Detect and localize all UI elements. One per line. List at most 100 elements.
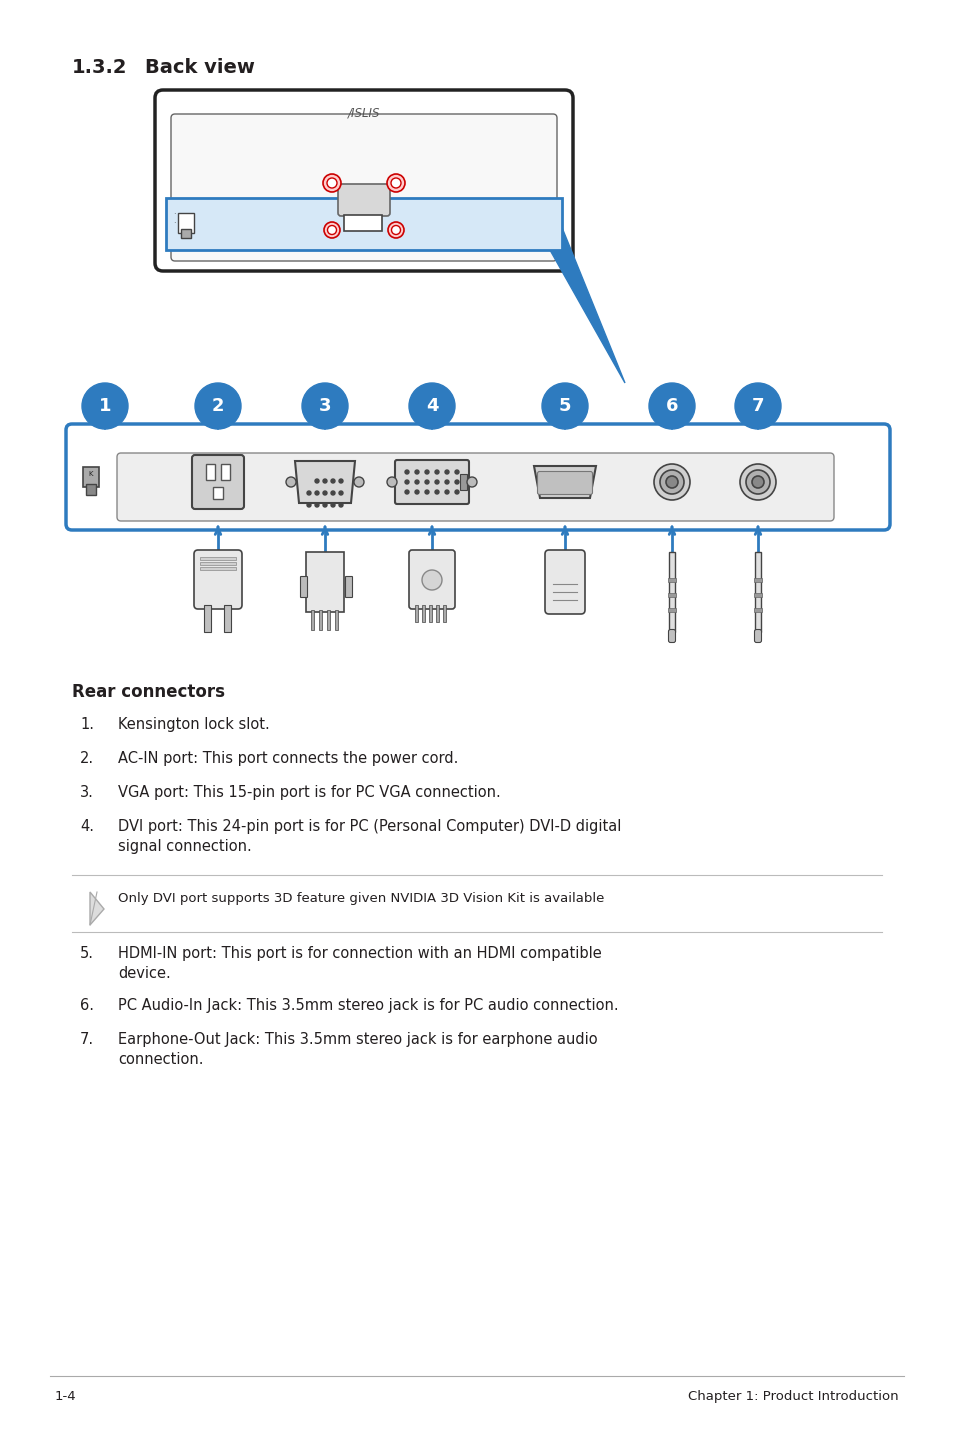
Bar xyxy=(224,605,231,631)
Bar xyxy=(213,487,223,499)
Text: AC-IN port: This port connects the power cord.: AC-IN port: This port connects the power… xyxy=(118,751,457,766)
Bar xyxy=(221,464,230,480)
Circle shape xyxy=(323,174,340,193)
Circle shape xyxy=(751,476,763,487)
Circle shape xyxy=(405,470,409,475)
Circle shape xyxy=(455,480,458,485)
FancyBboxPatch shape xyxy=(409,549,455,610)
Circle shape xyxy=(302,383,348,429)
Text: ⇆: ⇆ xyxy=(665,449,678,463)
Circle shape xyxy=(307,503,311,508)
Circle shape xyxy=(435,480,438,485)
Circle shape xyxy=(444,480,449,485)
Text: 2.: 2. xyxy=(80,751,94,766)
Text: 6: 6 xyxy=(665,397,678,416)
Text: /ISLIS: /ISLIS xyxy=(348,106,380,119)
Circle shape xyxy=(444,470,449,475)
Circle shape xyxy=(421,569,441,590)
FancyBboxPatch shape xyxy=(193,549,242,610)
Bar xyxy=(667,608,676,613)
Circle shape xyxy=(354,477,364,487)
Circle shape xyxy=(323,503,327,508)
Circle shape xyxy=(455,490,458,495)
FancyBboxPatch shape xyxy=(337,184,390,216)
FancyBboxPatch shape xyxy=(754,630,760,643)
Text: 5.: 5. xyxy=(80,946,94,961)
Circle shape xyxy=(387,477,396,487)
Circle shape xyxy=(388,221,403,239)
Text: PC Audio-In Jack: This 3.5mm stereo jack is for PC audio connection.: PC Audio-In Jack: This 3.5mm stereo jack… xyxy=(118,998,618,1012)
Circle shape xyxy=(740,464,775,500)
Text: K: K xyxy=(89,472,93,477)
Bar xyxy=(668,552,675,631)
Circle shape xyxy=(323,490,327,495)
Bar xyxy=(667,578,676,582)
Circle shape xyxy=(415,490,418,495)
Bar xyxy=(204,605,211,631)
Text: 1.: 1. xyxy=(80,718,94,732)
Circle shape xyxy=(424,470,429,475)
Text: 6.: 6. xyxy=(80,998,94,1012)
Bar xyxy=(335,610,337,630)
Circle shape xyxy=(409,383,455,429)
Circle shape xyxy=(455,470,458,475)
Circle shape xyxy=(435,490,438,495)
FancyBboxPatch shape xyxy=(668,630,675,643)
Text: Chapter 1: Product Introduction: Chapter 1: Product Introduction xyxy=(688,1391,898,1403)
Circle shape xyxy=(314,503,318,508)
FancyBboxPatch shape xyxy=(300,577,307,598)
Circle shape xyxy=(467,477,476,487)
Text: 1.3.2: 1.3.2 xyxy=(71,58,128,78)
Circle shape xyxy=(405,480,409,485)
Circle shape xyxy=(82,383,128,429)
Text: 1: 1 xyxy=(99,397,112,416)
Text: Back view: Back view xyxy=(145,58,254,78)
FancyBboxPatch shape xyxy=(537,472,592,495)
FancyBboxPatch shape xyxy=(154,91,573,270)
Text: Only DVI port supports 3D feature given NVIDIA 3D Vision Kit is available: Only DVI port supports 3D feature given … xyxy=(118,892,604,905)
Bar xyxy=(415,605,417,623)
Text: 1-4: 1-4 xyxy=(55,1391,76,1403)
Text: DVI port: This 24-pin port is for PC (Personal Computer) DVI-D digital
signal co: DVI port: This 24-pin port is for PC (Pe… xyxy=(118,820,620,854)
Bar xyxy=(344,216,381,232)
Bar xyxy=(200,567,235,569)
FancyBboxPatch shape xyxy=(544,549,584,614)
Circle shape xyxy=(444,490,449,495)
Circle shape xyxy=(324,221,339,239)
Bar xyxy=(83,467,99,487)
Text: 3: 3 xyxy=(318,397,331,416)
Text: 2: 2 xyxy=(212,397,224,416)
FancyBboxPatch shape xyxy=(117,453,833,521)
Bar xyxy=(324,206,403,219)
Bar xyxy=(86,485,96,495)
Text: 4.: 4. xyxy=(80,820,94,834)
Circle shape xyxy=(327,226,336,234)
Text: HDMI-IN port: This port is for connection with an HDMI compatible
device.: HDMI-IN port: This port is for connectio… xyxy=(118,946,601,981)
Bar xyxy=(166,198,561,250)
FancyBboxPatch shape xyxy=(395,460,469,503)
Bar xyxy=(314,216,414,226)
Circle shape xyxy=(286,477,295,487)
Text: Kensington lock slot.: Kensington lock slot. xyxy=(118,718,270,732)
Circle shape xyxy=(415,470,418,475)
Circle shape xyxy=(323,479,327,483)
Circle shape xyxy=(338,479,343,483)
Bar xyxy=(206,464,214,480)
Bar xyxy=(753,608,761,613)
Bar xyxy=(436,605,438,623)
Bar xyxy=(200,562,235,565)
Bar xyxy=(318,610,322,630)
FancyBboxPatch shape xyxy=(345,577,352,598)
Circle shape xyxy=(541,383,587,429)
Circle shape xyxy=(391,226,400,234)
Bar xyxy=(178,213,193,233)
Text: 7.: 7. xyxy=(80,1032,94,1047)
Circle shape xyxy=(338,503,343,508)
Circle shape xyxy=(665,476,678,487)
Polygon shape xyxy=(550,198,624,383)
Text: 4: 4 xyxy=(425,397,437,416)
Text: 3.: 3. xyxy=(80,785,93,800)
Bar xyxy=(181,229,191,239)
Bar xyxy=(667,592,676,597)
Circle shape xyxy=(194,383,241,429)
